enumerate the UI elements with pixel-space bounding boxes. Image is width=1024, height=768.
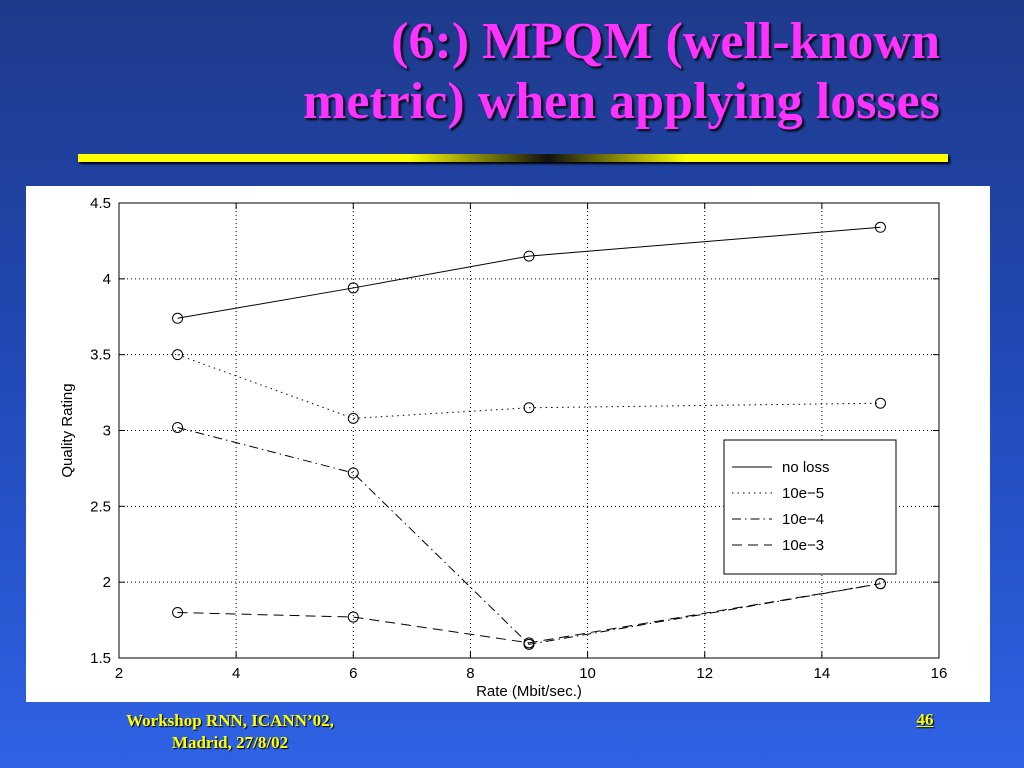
data-point-3 [523, 637, 535, 649]
legend-label-2: 10e−4 [782, 511, 824, 528]
legend-box [723, 439, 897, 575]
data-point-2 [347, 467, 359, 479]
x-tick-label: 4 [232, 665, 240, 682]
y-tick-label: 1.5 [90, 650, 111, 667]
y-tick-label: 2.5 [90, 498, 111, 515]
page-number: 46 [916, 710, 934, 729]
slide-title-line-2: metric) when applying losses [303, 73, 940, 130]
y-tick-label: 3 [103, 423, 111, 440]
series-line-0 [177, 226, 881, 319]
data-point-0 [523, 250, 535, 262]
footer-credit: Workshop RNN, ICANN’02, Madrid, 27/8/02 [100, 710, 360, 754]
x-tick-label: 14 [814, 665, 831, 682]
data-point-3 [347, 611, 359, 623]
slide-title-line-1: (6:) MPQM (well-known [391, 13, 940, 70]
data-point-1 [523, 402, 535, 414]
x-axis-label: Rate (Mbit/sec.) [476, 683, 582, 700]
y-tick-label: 4.5 [90, 195, 111, 212]
series-line-2 [177, 426, 881, 645]
footer-line-2: Madrid, 27/8/02 [171, 733, 289, 752]
y-tick-label: 4 [103, 271, 111, 288]
series-line-3 [177, 583, 881, 644]
data-point-1 [347, 412, 359, 424]
x-tick-label: 12 [696, 665, 713, 682]
data-point-3 [874, 578, 886, 590]
x-tick-label: 10 [579, 665, 596, 682]
legend-label-0: no loss [782, 459, 830, 476]
x-tick-label: 2 [115, 665, 123, 682]
data-point-2 [172, 421, 184, 433]
legend-label-3: 10e−3 [782, 537, 824, 554]
slide-title: (6:) MPQM (well-known metric) when apply… [60, 12, 940, 132]
y-tick-label: 3.5 [90, 347, 111, 364]
data-point-0 [874, 221, 886, 233]
footer-line-1: Workshop RNN, ICANN’02, [126, 711, 334, 730]
data-point-1 [874, 397, 886, 409]
title-underline [78, 154, 948, 162]
data-point-0 [347, 282, 359, 294]
data-point-0 [172, 312, 184, 324]
legend-label-1: 10e−5 [782, 485, 824, 502]
x-tick-label: 8 [466, 665, 474, 682]
x-tick-label: 16 [931, 665, 948, 682]
y-axis-label: Quality Rating [59, 383, 76, 477]
x-tick-label: 6 [349, 665, 357, 682]
data-point-3 [172, 607, 184, 618]
chart-panel: 2 4 6 8 10 12 14 16 1.5 2 2.5 3 3.5 4 4.5 Rate (Mbit/se… [26, 186, 990, 702]
y-tick-label: 2 [103, 574, 111, 591]
series-line-1 [177, 354, 881, 419]
data-point-1 [172, 349, 184, 361]
